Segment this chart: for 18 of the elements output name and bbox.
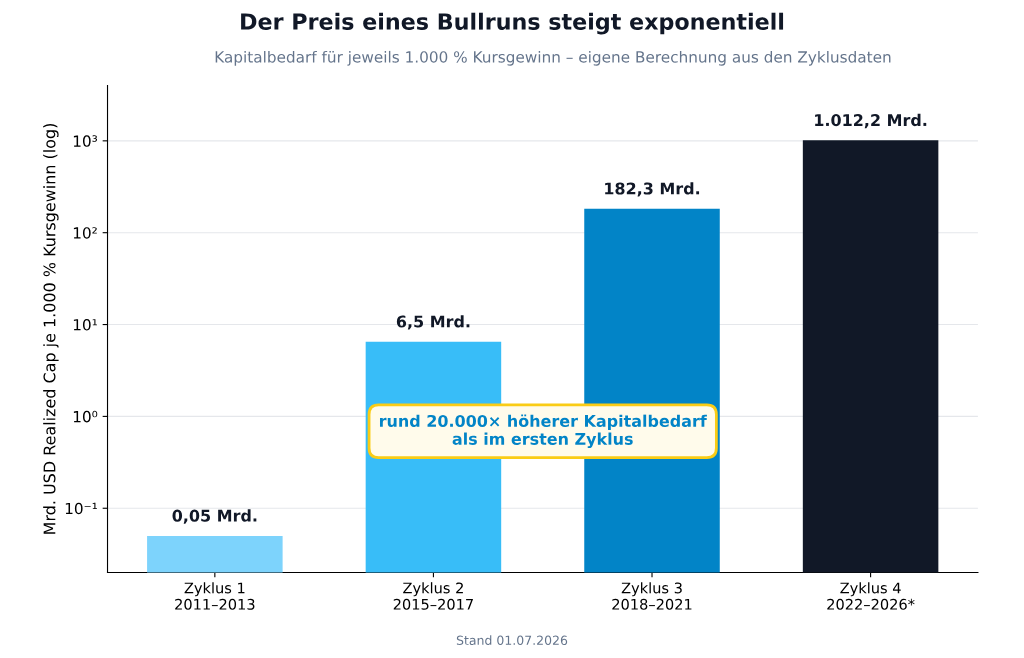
y-tick-label: 10⁰ [73,410,98,423]
chart-title: Der Preis eines Bullruns steigt exponentiell [241,12,784,35]
y-tick-label: 10³ [73,135,98,147]
data-label: 6,5 Mrd. [396,315,470,330]
data-label: 1.012,2 Mrd. [815,113,927,129]
x-tick-label: Zyklus 4 2022–2026* [827,582,915,610]
y-tick-label: 10⁻¹ [65,502,97,515]
y-tick-label: 10² [73,227,97,239]
text: Stand 01.07.2026 [456,635,568,646]
data-label: 0,05 Mrd. [172,509,257,524]
y-tick-label: 10¹ [73,319,97,331]
x-tick-label: Zyklus 1 2011–2013 [175,582,255,610]
x-tick-label: Zyklus 3 2018–2021 [612,582,692,610]
x-tick-label: Zyklus 2 2015–2017 [393,582,473,610]
annotation: rund 20.000× höherer Kapitalbedarf als im ersten Zyklus [380,414,707,449]
y-axis-title: Mrd. USD Realized Cap je 1.000 % Kursgewinn (log) [43,124,59,534]
chart-subtitle: Kapitalbedarf für jeweils 1.000 % Kursgewinn – eigene Berechnung aus den Zyklusdaten [215,50,891,66]
data-label: 182,3 Mrd. [605,182,700,197]
